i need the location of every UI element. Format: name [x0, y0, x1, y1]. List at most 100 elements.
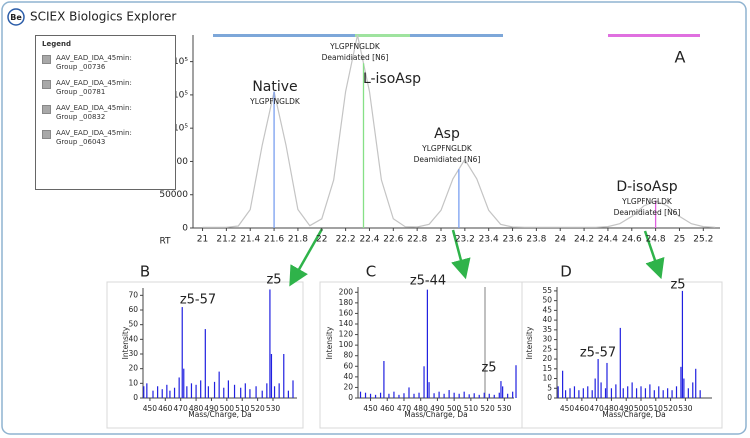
spectrum-peak	[190, 383, 193, 398]
spectrum-peak	[181, 307, 183, 398]
spectrum-peak	[591, 390, 593, 398]
spectrum-peak	[255, 386, 257, 398]
spectrum-peak	[359, 391, 362, 398]
spectrum-peak	[173, 387, 176, 398]
x-tick-label: 520	[480, 404, 495, 413]
x-tick-label: 520	[250, 404, 265, 413]
spectrum-peak	[680, 366, 682, 398]
spectrum-peak	[597, 359, 599, 398]
y-tick-label: 50000	[159, 190, 188, 200]
spectrum-peak	[493, 394, 495, 398]
x-tick-label: 23.4	[479, 235, 499, 245]
y-tick-label: 0	[182, 224, 188, 234]
y-tick-label: 30	[542, 335, 552, 344]
y-tick-label: 60	[128, 305, 138, 314]
y-tick-label: 100	[339, 340, 354, 349]
x-tick-label: 460	[158, 404, 173, 413]
spectrum-peak	[604, 388, 607, 398]
y-tick-label: 70	[128, 290, 138, 299]
spectrum-peak	[283, 354, 285, 398]
range-bar	[213, 34, 410, 37]
fragment-label: z5	[266, 273, 281, 288]
x-tick-label: 490	[204, 404, 219, 413]
spectrum-peak	[594, 378, 596, 398]
x-axis-label: RT	[159, 237, 171, 247]
spectrum-peak	[240, 387, 242, 398]
x-tick-label: 450	[143, 404, 158, 413]
spectrum-peak	[681, 290, 684, 398]
spectrum-peak	[512, 391, 514, 398]
spectrum-peak	[507, 393, 509, 398]
y-tick-label: 45	[542, 305, 552, 314]
spectrum-peak	[269, 289, 271, 398]
spectrum-peak	[557, 386, 559, 398]
x-tick-label: 450	[363, 404, 378, 413]
panel-letter: B	[140, 263, 150, 281]
spectrum-peak	[483, 392, 485, 398]
spectrum-peak	[418, 392, 420, 398]
y-tick-label: 180	[339, 298, 354, 307]
x-tick-label: 480	[604, 404, 619, 413]
y-tick-label: 140	[339, 319, 354, 328]
peak-sequence: YLGPFNGLDK	[329, 42, 381, 51]
legend-swatch	[42, 130, 51, 139]
x-tick-label: 460	[380, 404, 395, 413]
legend-swatch	[42, 80, 51, 89]
x-tick-label: 470	[589, 404, 604, 413]
spectrum-peak	[622, 388, 624, 398]
panel-letter: C	[366, 263, 376, 281]
legend-entry: AAV_EAD_IDA_45min: Group _00832	[42, 104, 169, 122]
spectrum-peak	[213, 381, 216, 398]
spectrum-peak	[195, 384, 197, 398]
y-tick-label: 0	[348, 393, 353, 402]
y-tick-label: 0	[547, 393, 552, 402]
x-tick-label: 24.4	[598, 235, 618, 245]
spectrum-peak	[488, 393, 490, 398]
x-axis-label: Mass/Charge, Da	[404, 410, 467, 419]
x-tick-label: 23	[435, 235, 446, 245]
panel-frame	[106, 281, 304, 429]
spectrum-peak	[438, 391, 440, 398]
spectrum-peak	[169, 390, 171, 398]
x-tick-label: 510	[464, 404, 479, 413]
panel-letter: D	[560, 263, 572, 281]
legend-label: AAV_EAD_IDA_45min: Group _00781	[56, 79, 132, 96]
peak-name: Asp	[434, 126, 460, 142]
x-axis-label: Mass/Charge, Da	[602, 410, 665, 419]
arrow	[643, 230, 665, 280]
spectrum-peak	[270, 354, 273, 398]
spectrum-peak	[644, 388, 647, 398]
legend-swatch	[42, 105, 51, 114]
x-tick-label: 21.2	[216, 235, 236, 245]
legend-label: AAV_EAD_IDA_45min: Group _06043	[56, 129, 132, 146]
x-tick-label: 25	[674, 235, 685, 245]
spectrum-peak	[615, 384, 617, 398]
spectrum-peak	[364, 392, 367, 398]
peak-name: L-isoAsp	[363, 71, 421, 87]
spectrum-peak	[631, 382, 633, 398]
x-tick-label: 24	[555, 235, 567, 245]
spectrum-peak	[161, 389, 163, 398]
x-axis-label: Mass/Charge, Da	[188, 410, 251, 419]
x-tick-label: 520	[663, 404, 678, 413]
logo-text: Be	[10, 13, 22, 22]
y-tick-label: 30	[128, 349, 138, 358]
spectrum-peak	[218, 371, 220, 398]
x-tick-label: 25.2	[693, 235, 713, 245]
spectrum-peak	[692, 382, 694, 398]
y-tick-label: 120	[339, 330, 354, 339]
spectrum-peak	[146, 383, 148, 398]
x-tick-label: 490	[619, 404, 634, 413]
spectrum-peak	[573, 386, 576, 398]
spectrum-peak	[600, 382, 602, 398]
spectrum-peak	[699, 390, 701, 398]
spectrum-peak	[261, 390, 263, 398]
spectrum-peak	[498, 392, 500, 398]
x-tick-label: 510	[649, 404, 664, 413]
peak-sequence: YLGPFNGLDK	[421, 144, 473, 153]
spectrum-peak	[428, 382, 430, 398]
spectrum-peak	[233, 384, 236, 398]
spectrum-peak	[619, 327, 621, 398]
